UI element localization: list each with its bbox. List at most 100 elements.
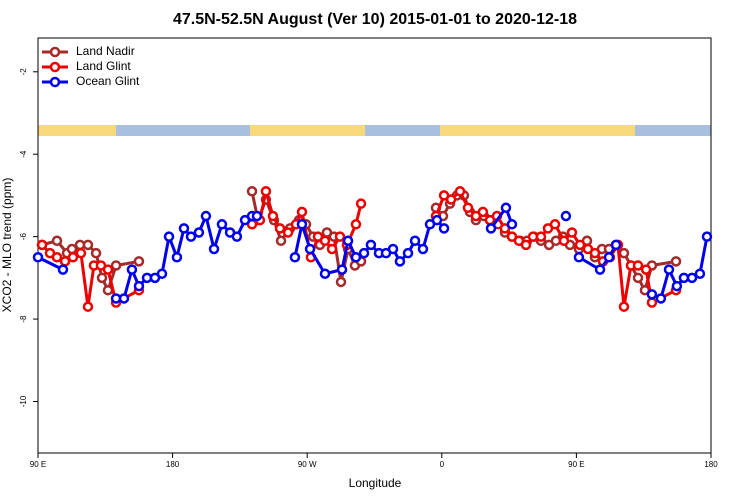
data-point <box>251 210 263 222</box>
data-point <box>200 210 212 222</box>
data-point <box>246 186 258 197</box>
data-point <box>431 214 443 226</box>
data-point <box>267 210 279 222</box>
data-point <box>365 239 377 251</box>
data-point <box>110 260 122 271</box>
data-point <box>326 243 338 255</box>
data-point <box>90 247 102 259</box>
data-point <box>342 235 354 247</box>
data-point <box>701 231 713 242</box>
y-tick-label: -10 <box>19 395 28 407</box>
data-point <box>558 235 570 247</box>
data-point <box>178 223 190 234</box>
x-tick-label: 90 E <box>30 460 46 469</box>
data-point <box>646 297 658 308</box>
data-point <box>163 231 175 242</box>
data-point <box>355 198 367 209</box>
x-tick-label: 0 <box>440 460 445 469</box>
legend-marker <box>49 76 61 88</box>
legend-marker <box>49 46 61 58</box>
legend-label: Land Nadir <box>76 44 135 58</box>
data-point <box>574 239 586 251</box>
data-point <box>520 239 532 251</box>
data-point <box>589 247 601 259</box>
data-point <box>282 227 294 238</box>
x-tick-label: 180 <box>166 460 180 469</box>
data-point <box>66 243 78 255</box>
data-point <box>102 284 114 296</box>
data-point <box>335 276 347 288</box>
chart-title: 47.5N-52.5N August (Ver 10) 2015-01-01 t… <box>173 11 577 28</box>
data-point <box>663 264 675 275</box>
data-point <box>57 264 69 275</box>
data-point <box>610 239 622 251</box>
data-point <box>319 268 331 279</box>
data-point <box>438 223 450 234</box>
data-point <box>417 243 429 255</box>
data-point <box>566 227 578 238</box>
data-point <box>67 251 79 263</box>
y-tick-label: -8 <box>19 315 28 323</box>
data-point <box>454 186 466 197</box>
data-point <box>304 243 316 255</box>
data-point <box>133 256 145 267</box>
data-point <box>402 247 414 259</box>
x-tick-label: 90 E <box>568 460 584 469</box>
data-point <box>671 280 683 292</box>
data-point <box>618 301 630 312</box>
x-tick-label: 90 W <box>298 460 317 469</box>
data-point <box>632 260 644 271</box>
data-point <box>500 202 512 214</box>
data-point <box>32 251 44 263</box>
data-point <box>640 264 652 275</box>
data-point <box>319 235 331 247</box>
x-axis-label: Longitude <box>349 476 402 490</box>
data-point <box>549 219 561 230</box>
data-point <box>208 243 220 255</box>
data-point <box>485 223 497 234</box>
data-point <box>296 219 308 230</box>
data-point <box>59 256 71 267</box>
data-point <box>171 251 183 263</box>
data-point <box>185 231 197 242</box>
y-tick-label: -4 <box>19 150 28 158</box>
y-tick-label: -6 <box>19 233 28 241</box>
data-point <box>618 247 630 259</box>
data-point <box>51 251 63 263</box>
y-tick-label: -2 <box>19 68 28 76</box>
data-point <box>274 223 286 234</box>
data-point <box>560 210 572 222</box>
data-point <box>126 264 138 275</box>
data-point <box>477 206 489 218</box>
data-point <box>694 268 706 279</box>
data-point <box>193 227 205 238</box>
x-tick-label: 180 <box>704 460 718 469</box>
data-point <box>216 219 228 230</box>
data-point <box>133 280 145 292</box>
data-point <box>535 231 547 242</box>
y-axis-label: XCO2 - MLO trend (ppm) <box>0 178 14 313</box>
data-point <box>394 256 406 267</box>
data-point <box>102 264 114 275</box>
data-point <box>36 239 48 251</box>
legend-label: Ocean Glint <box>76 74 140 88</box>
data-point <box>409 235 421 247</box>
legend-marker <box>49 61 61 73</box>
data-point <box>82 301 94 312</box>
data-point <box>506 219 518 230</box>
data-point <box>646 289 658 300</box>
data-point <box>82 239 94 251</box>
data-point <box>445 194 457 205</box>
legend-label: Land Glint <box>76 59 131 73</box>
data-point <box>156 268 168 279</box>
data-point <box>275 235 287 247</box>
data-point <box>334 231 346 242</box>
data-point <box>231 231 243 242</box>
data-point <box>75 247 87 259</box>
data-point <box>573 251 585 263</box>
data-point <box>296 206 308 218</box>
data-point <box>51 235 63 247</box>
data-point <box>678 272 690 284</box>
data-point <box>336 264 348 275</box>
